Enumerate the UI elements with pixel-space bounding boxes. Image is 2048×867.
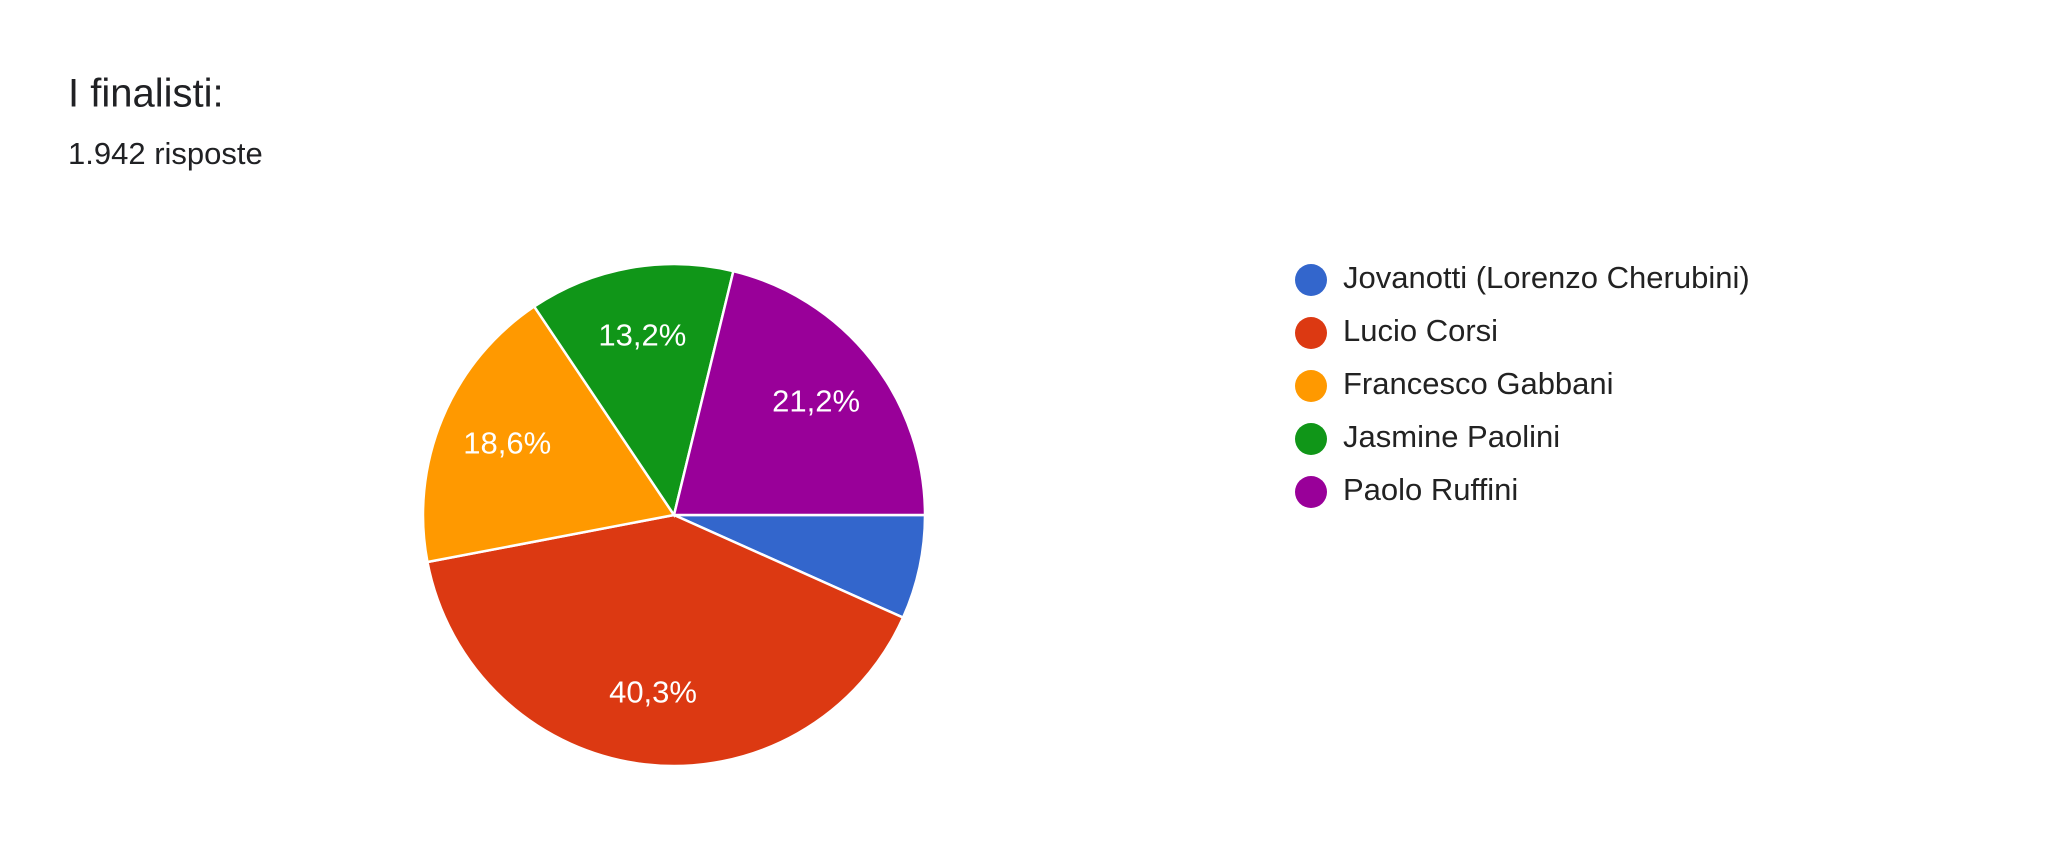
pie-slice — [672, 269, 927, 517]
legend-label: Paolo Ruffini — [1343, 472, 1518, 507]
chart-subtitle: 1.942 risposte — [68, 136, 263, 171]
pie-slice — [421, 304, 677, 564]
slice-label: 18,6% — [463, 426, 551, 461]
pie-slice — [532, 262, 735, 519]
legend-label: Lucio Corsi — [1343, 313, 1498, 348]
legend-swatch — [1295, 476, 1327, 508]
legend-label: Jasmine Paolini — [1343, 419, 1560, 454]
slice-label: 40,3% — [609, 675, 697, 710]
legend-swatch — [1295, 370, 1327, 402]
legend-label: Francesco Gabbani — [1343, 366, 1614, 401]
legend-swatch — [1295, 317, 1327, 349]
pie-slice — [673, 513, 927, 620]
slice-label: 21,2% — [772, 384, 860, 419]
pie-slice — [425, 513, 905, 768]
legend-label: Jovanotti (Lorenzo Cherubini) — [1343, 260, 1750, 295]
legend-swatch — [1295, 423, 1327, 455]
slice-label: 13,2% — [598, 317, 686, 352]
chart-title: I finalisti: — [68, 72, 224, 116]
legend-swatch — [1295, 264, 1327, 296]
